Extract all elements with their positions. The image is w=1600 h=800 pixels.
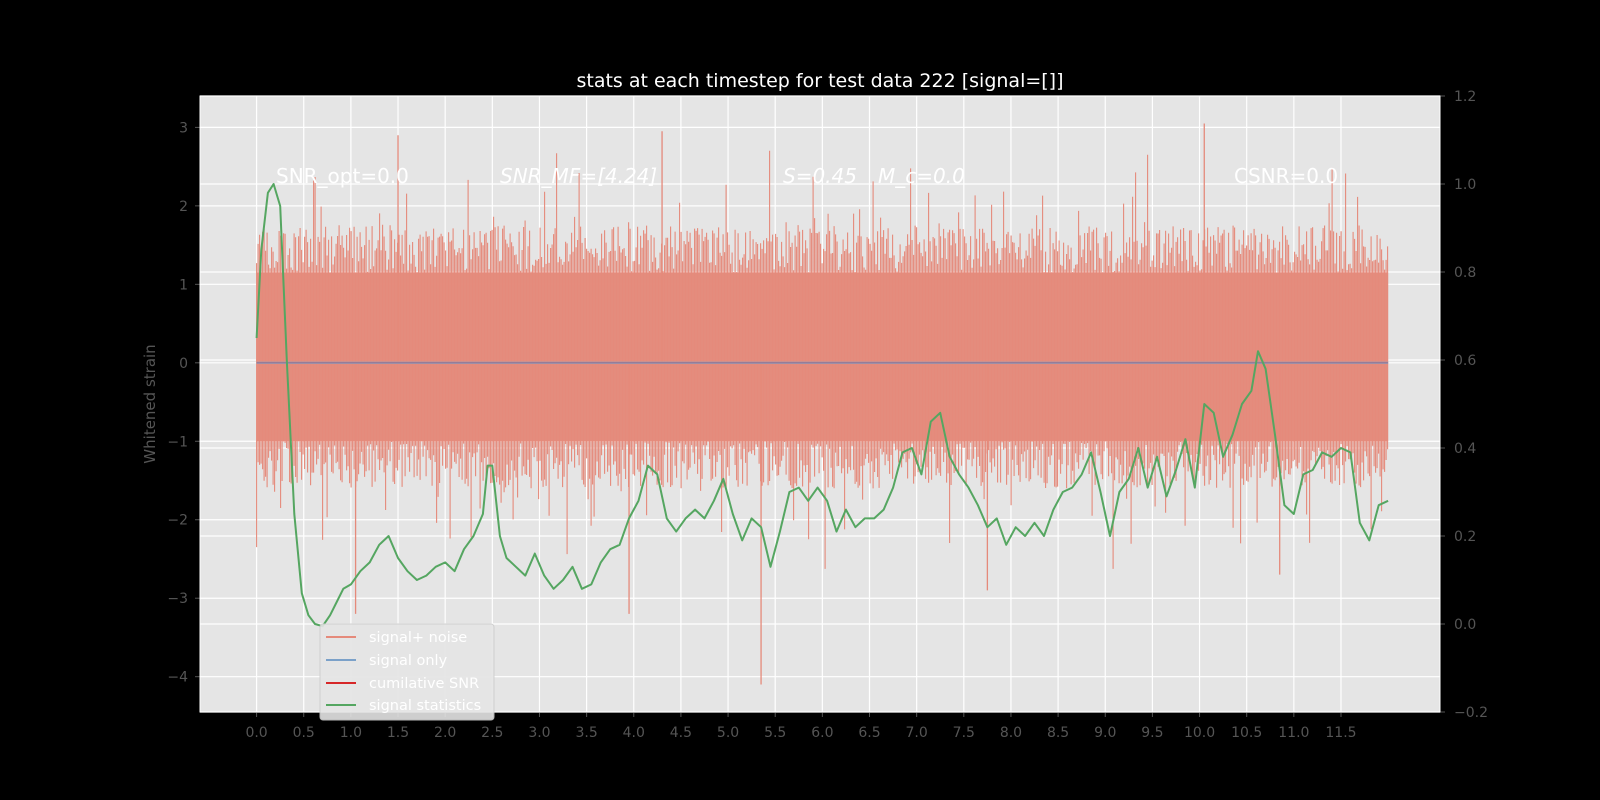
line-series	[255, 183, 1389, 628]
x-tick-label: 5.5	[764, 725, 786, 741]
x-tick-label: 1.0	[340, 725, 362, 741]
y2-tick-label: 1.0	[1454, 177, 1476, 193]
signal-noise-trace	[256, 150, 1389, 569]
x-tick-label: 9.5	[1141, 725, 1163, 741]
x-tick-label: 4.5	[670, 725, 692, 741]
x-tick-label: 9.0	[1094, 725, 1116, 741]
x-tick-label: 0.0	[245, 725, 267, 741]
y-tick-label: −1	[167, 434, 188, 450]
y2-tick-label: 0.6	[1454, 353, 1476, 369]
signal-statistics-line	[255, 183, 1389, 628]
y2-tick-label: 0.4	[1454, 441, 1476, 457]
x-tick-label: 2.0	[434, 725, 456, 741]
y-tick-label: 0	[179, 356, 188, 372]
chart-title: stats at each timestep for test data 222…	[576, 70, 1063, 92]
legend: signal+ noise signal only cumilative SNR…	[319, 623, 495, 721]
y-tick-label: −2	[167, 513, 188, 529]
legend-label-signal-only: signal only	[369, 653, 448, 669]
legend-label-signal-noise: signal+ noise	[369, 630, 467, 646]
annotation-mc: M_c=0.0	[878, 164, 965, 188]
annotation-snr-opt: SNR_opt=0.0	[276, 164, 409, 188]
x-tick-label: 10.5	[1231, 725, 1262, 741]
y-tick-label: 1	[179, 277, 188, 293]
x-tick-label: 5.0	[717, 725, 739, 741]
x-tick-label: 10.0	[1184, 725, 1215, 741]
y2-tick-label: −0.2	[1454, 705, 1488, 721]
x-tick-label: 2.5	[481, 725, 503, 741]
signal-noise-series	[256, 123, 1389, 685]
x-tick-label: 7.0	[906, 725, 928, 741]
annotation-snr-mf: SNR_MF=[4.24]	[500, 164, 657, 188]
annotation-s: S=0.45	[783, 164, 857, 188]
x-tick-label: 8.5	[1047, 725, 1069, 741]
y-tick-label: 3	[179, 120, 188, 136]
x-tick-label: 11.0	[1278, 725, 1309, 741]
x-tick-label: 6.0	[811, 725, 833, 741]
x-tick-label: 3.0	[528, 725, 550, 741]
x-tick-label: 7.5	[953, 725, 975, 741]
y-tick-label: 2	[179, 199, 188, 215]
x-tick-label: 6.5	[858, 725, 880, 741]
legend-label-signal-statistics: signal statistics	[369, 698, 481, 714]
y2-tick-label: 0.2	[1454, 529, 1476, 545]
y2-tick-label: 1.2	[1454, 89, 1476, 105]
tick-labels: 0.0 0.5 1.0 1.5 2.0 2.5 3.0 3.5 4.0 4.5 5.0 5.5 6.0 6…	[167, 89, 1488, 741]
x-tick-label: 8.0	[1000, 725, 1022, 741]
plot-frame	[199, 95, 1441, 713]
y-axis-label: Whitened strain	[141, 344, 159, 463]
annotation-csnr: CSNR=0.0	[1234, 164, 1338, 188]
x-tick-label: 3.5	[575, 725, 597, 741]
x-tick-label: 0.5	[293, 725, 315, 741]
x-tick-label: 11.5	[1325, 725, 1356, 741]
y2-tick-label: 0.0	[1454, 617, 1476, 633]
y2-tick-label: 0.8	[1454, 265, 1476, 281]
legend-box	[319, 623, 495, 721]
y-tick-label: −3	[167, 591, 188, 607]
x-tick-label: 4.0	[623, 725, 645, 741]
x-tick-label: 1.5	[387, 725, 409, 741]
legend-label-cumulative-snr: cumilative SNR	[369, 676, 479, 692]
y-tick-label: −4	[167, 670, 188, 686]
